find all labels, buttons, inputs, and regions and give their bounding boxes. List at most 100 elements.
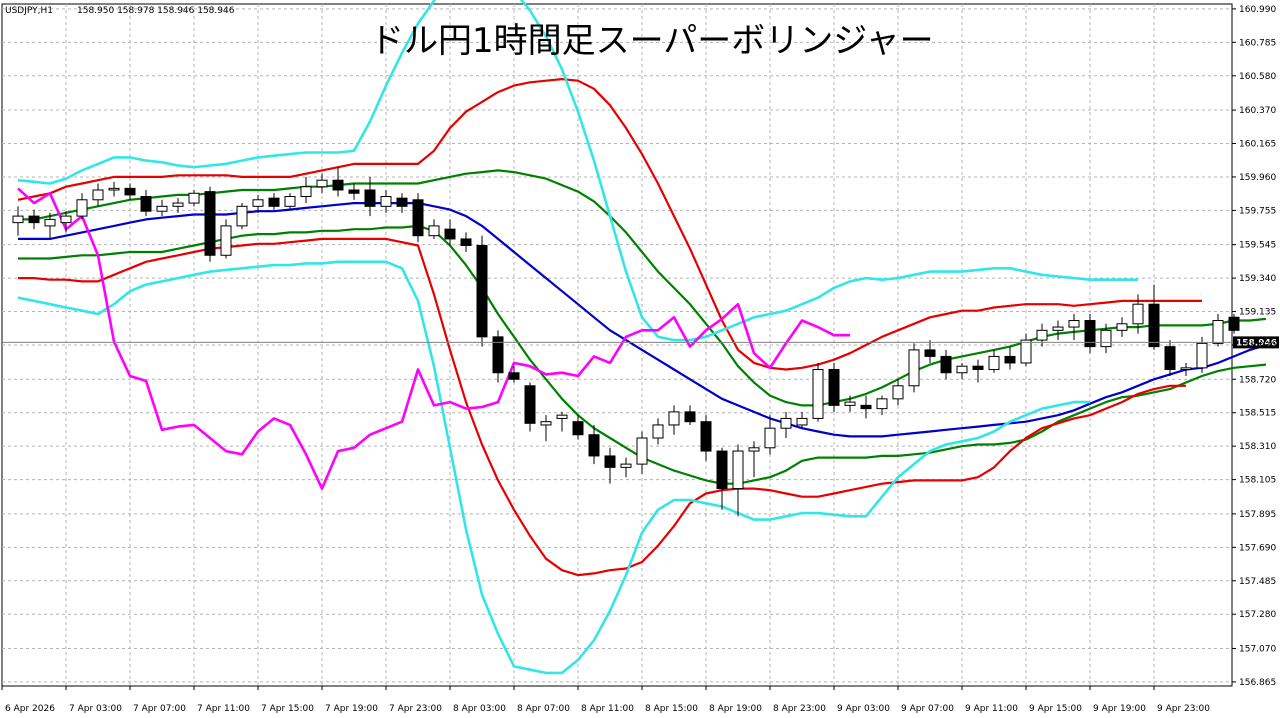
- candle-body: [1148, 303, 1160, 348]
- candle-body: [236, 205, 248, 227]
- candle: [892, 379, 904, 406]
- candle: [636, 431, 648, 474]
- candle-body: [572, 421, 584, 436]
- candle-body: [108, 187, 120, 191]
- candle: [1052, 320, 1064, 341]
- y-tick-label: 157.485: [1239, 577, 1276, 587]
- price-axis: 160.990 160.785 160.580 160.370 160.165 159.9…: [1232, 5, 1276, 688]
- candle-body: [444, 228, 456, 240]
- candle-body: [284, 196, 296, 207]
- candle-body: [252, 199, 264, 207]
- candle-body: [540, 421, 552, 426]
- candle-body: [268, 197, 280, 207]
- y-tick-label: 160.580: [1239, 72, 1276, 82]
- candle-body: [780, 417, 792, 429]
- candle-body: [220, 225, 232, 256]
- candle: [460, 232, 472, 252]
- candle-body: [204, 191, 216, 256]
- candle: [956, 362, 968, 380]
- candle-body: [44, 218, 56, 227]
- candle-body: [1020, 339, 1032, 364]
- candle: [92, 183, 104, 207]
- candle-body: [684, 411, 696, 423]
- candle: [1116, 317, 1128, 337]
- candle: [588, 424, 600, 465]
- candle: [444, 219, 456, 246]
- candle-body: [1052, 326, 1064, 331]
- candle: [780, 411, 792, 438]
- candle-body: [956, 365, 968, 374]
- candle-body: [76, 199, 88, 217]
- candle-body: [1180, 367, 1192, 370]
- candle: [908, 343, 920, 393]
- y-tick-label: 158.105: [1239, 476, 1276, 486]
- candle: [540, 415, 552, 442]
- x-tick-label: 7 Apr 19:00: [325, 704, 378, 714]
- candle-body: [428, 225, 440, 237]
- candle: [556, 411, 568, 432]
- upper-band-3: [17, 0, 1138, 342]
- candle-body: [652, 424, 664, 439]
- candle-body: [364, 189, 376, 207]
- candle-body: [1132, 303, 1144, 325]
- x-tick-label: 9 Apr 11:00: [965, 704, 1018, 714]
- candle-body: [156, 205, 168, 212]
- candle: [620, 457, 632, 478]
- candle-body: [92, 189, 104, 201]
- y-tick-label: 159.340: [1239, 274, 1276, 284]
- candle: [236, 203, 248, 230]
- candle-body: [620, 463, 632, 468]
- candle-body: [460, 238, 472, 246]
- x-tick-label: 7 Apr 23:00: [389, 704, 442, 714]
- lower-band-3: [17, 260, 1090, 675]
- candle: [140, 190, 152, 217]
- candle-body: [380, 196, 392, 207]
- candle: [812, 362, 824, 422]
- candle-body: [700, 421, 712, 452]
- candle-body: [764, 427, 776, 449]
- candle: [412, 193, 424, 243]
- candle: [316, 173, 328, 194]
- candle-body: [172, 202, 184, 207]
- candle-body: [1036, 329, 1048, 341]
- candle: [972, 359, 984, 383]
- candle-body: [1004, 355, 1016, 364]
- candle: [284, 193, 296, 210]
- candle-body: [972, 365, 984, 370]
- lagging-span: [17, 187, 850, 490]
- candle-body: [604, 455, 616, 468]
- candle-body: [332, 179, 344, 191]
- candle: [924, 340, 936, 363]
- chart-overlay: 158.946: [2, 336, 1279, 349]
- candle: [172, 198, 184, 213]
- candle-body: [988, 355, 1000, 370]
- y-tick-label: 159.755: [1239, 206, 1276, 216]
- candle-body: [60, 215, 72, 224]
- middle-band: [18, 202, 1267, 438]
- y-tick-label: 160.785: [1239, 38, 1276, 48]
- x-tick-label: 9 Apr 15:00: [1029, 704, 1082, 714]
- candle-body: [1164, 346, 1176, 370]
- candle-body: [636, 437, 648, 465]
- candle-body: [524, 385, 536, 424]
- candle-body: [28, 215, 40, 224]
- y-tick-label: 157.895: [1239, 510, 1276, 520]
- x-tick-label: 9 Apr 19:00: [1093, 704, 1146, 714]
- candle: [508, 366, 520, 383]
- y-tick-label: 159.960: [1239, 173, 1276, 183]
- candle: [380, 190, 392, 213]
- candle-body: [556, 414, 568, 419]
- candle: [1036, 323, 1048, 347]
- candle: [268, 193, 280, 210]
- candle: [348, 183, 360, 200]
- candle-body: [300, 186, 312, 198]
- x-tick-label: 7 Apr 03:00: [69, 704, 122, 714]
- candle-body: [140, 196, 152, 212]
- candle-body: [348, 189, 360, 194]
- x-tick-label: 9 Apr 07:00: [901, 704, 954, 714]
- y-tick-label: 159.135: [1239, 308, 1276, 318]
- candles: [12, 167, 1256, 517]
- candle-body: [924, 349, 936, 357]
- candle-body: [812, 368, 824, 419]
